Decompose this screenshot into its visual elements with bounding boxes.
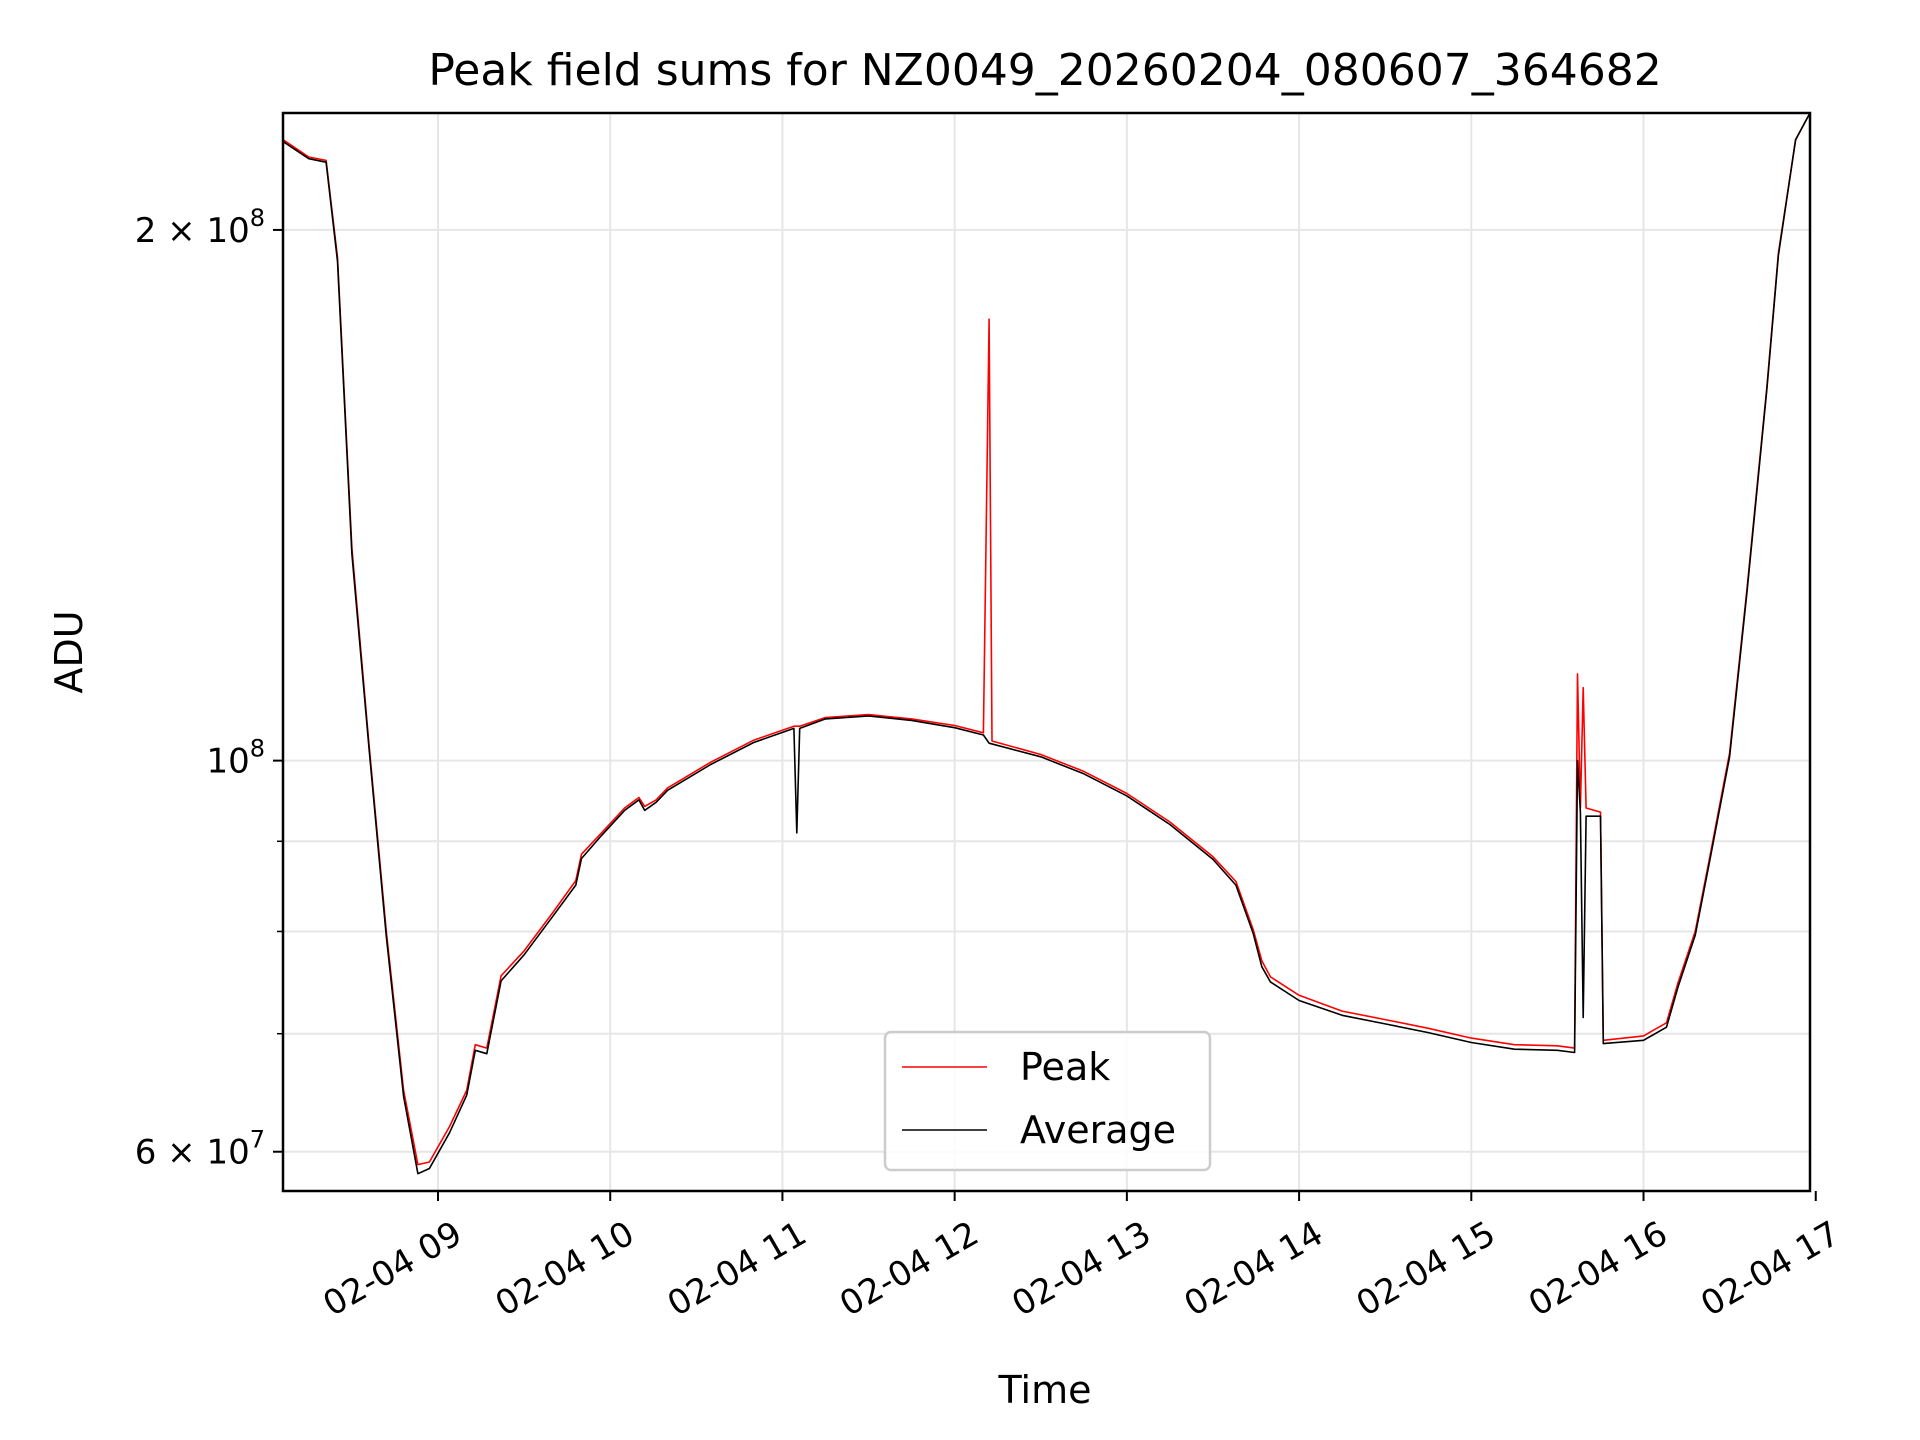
x-tick-label: 02-04 14 <box>1178 1214 1330 1325</box>
x-tick-label: 02-04 17 <box>1694 1214 1846 1325</box>
x-tick-label: 02-04 16 <box>1522 1214 1674 1325</box>
chart-title: Peak field sums for NZ0049_20260204_0806… <box>428 45 1661 96</box>
y-tick-label: 2 × 108 <box>135 204 265 251</box>
x-tick-label: 02-04 12 <box>833 1214 985 1325</box>
series-layer <box>283 113 1810 1175</box>
x-tick-label: 02-04 11 <box>661 1214 813 1325</box>
y-axis-label: ADU <box>47 610 91 693</box>
series-line-average <box>283 113 1810 1175</box>
x-tick-label: 02-04 10 <box>489 1214 641 1325</box>
x-tick-label: 02-04 09 <box>317 1214 469 1325</box>
grid <box>283 113 1810 1191</box>
legend-label-average: Average <box>1020 1108 1176 1152</box>
plot-frame <box>281 111 1812 1193</box>
x-tick-label: 02-04 13 <box>1005 1214 1157 1325</box>
x-axis-label: Time <box>998 1368 1092 1412</box>
x-tick-label: 02-04 15 <box>1350 1214 1502 1325</box>
y-tick-label: 108 <box>206 735 265 782</box>
series-line-peak <box>283 113 1810 1166</box>
legend: Peak Average <box>883 1030 1212 1172</box>
y-tick-label: 6 × 107 <box>135 1126 265 1173</box>
legend-label-peak: Peak <box>1020 1045 1110 1089</box>
